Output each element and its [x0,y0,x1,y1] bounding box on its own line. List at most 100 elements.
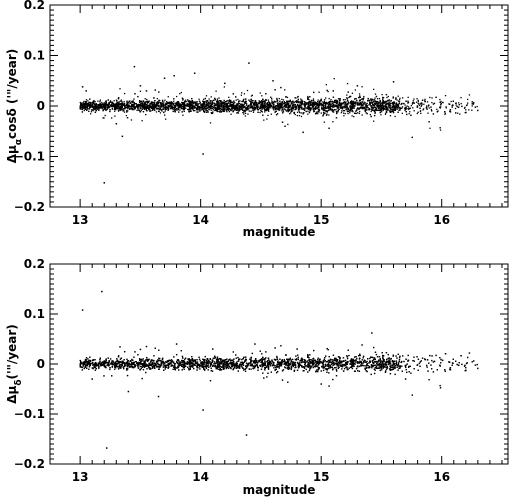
data-point [267,99,270,101]
data-point [372,107,374,110]
data-point [235,109,238,111]
data-point [120,107,123,109]
data-point [151,106,153,108]
data-point [276,98,278,101]
outlier-point [284,125,286,127]
data-point [279,100,281,102]
data-point [107,103,109,106]
data-point [308,105,310,107]
data-point [362,97,365,99]
data-point [288,108,290,110]
data-point [351,107,353,109]
data-point [155,105,157,107]
data-point [373,120,375,122]
data-point [325,106,327,109]
data-point [347,112,349,115]
data-point [381,93,383,96]
data-point [264,103,266,105]
data-point [113,105,115,108]
data-point [261,95,263,97]
data-point [345,105,348,108]
data-point [254,106,256,108]
data-point [291,100,294,103]
data-point [294,100,297,103]
data-point [366,102,368,105]
data-point [133,101,135,104]
data-point [214,99,216,101]
data-point [164,110,166,112]
data-point [338,98,340,100]
data-point [347,102,350,104]
data-point [156,105,158,107]
data-point [130,104,133,106]
data-point [184,107,186,109]
data-point [285,102,287,104]
data-point [229,105,231,108]
data-point [161,102,163,104]
data-point [125,114,128,117]
data-point [113,108,116,110]
data-point [349,107,352,110]
data-point [296,100,298,102]
data-point [288,100,290,102]
data-point [139,90,142,92]
data-point [404,104,406,106]
data-point [364,101,366,104]
data-point [208,98,210,100]
data-point [206,110,209,112]
data-point [323,108,325,110]
data-point [260,103,262,105]
data-point [148,100,150,102]
data-point [97,106,100,108]
data-point [242,101,244,103]
data-point [146,110,148,112]
data-point [123,101,125,103]
data-point [349,112,351,114]
data-point [218,106,221,108]
data-point [318,103,320,106]
data-point [206,103,208,105]
data-point [192,100,194,103]
data-point [127,106,129,108]
data-point [373,114,376,117]
data-point [128,100,130,102]
data-point [105,100,107,102]
data-point [162,108,164,110]
data-point [128,104,130,106]
data-point [220,102,222,104]
data-point [332,104,334,107]
data-point [294,108,296,111]
data-point [398,100,401,103]
data-point [183,106,186,108]
data-point [351,109,354,112]
data-point [87,100,89,102]
data-point [309,108,312,111]
data-point [129,106,131,108]
data-point [342,102,344,104]
data-point [177,101,180,103]
data-point [215,108,217,110]
data-point [231,103,234,106]
data-point [351,110,353,112]
data-point [141,102,143,104]
data-point [412,100,414,102]
data-point [358,112,361,115]
data-point [382,101,385,103]
data-point [317,105,320,108]
data-point [280,86,282,89]
data-point [439,127,441,129]
data-point [142,104,144,106]
data-point [170,107,172,109]
data-point [181,105,183,107]
data-point [237,112,239,114]
data-point [149,109,151,111]
data-point [191,106,194,108]
data-point [140,104,142,106]
data-point [422,109,424,111]
data-point [184,100,186,103]
data-point [259,105,261,107]
data-point [269,104,271,106]
outlier-point [332,90,335,92]
data-point [113,110,116,112]
data-point [388,103,390,106]
